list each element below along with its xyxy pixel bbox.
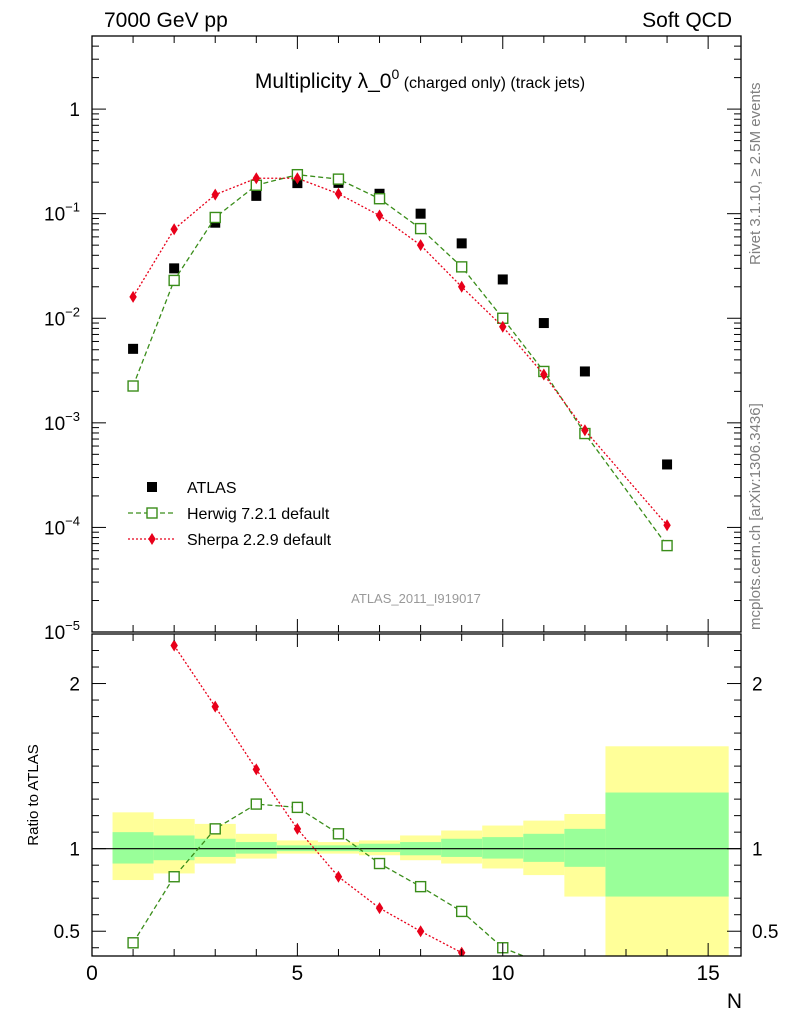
atlas-marker-9 — [497, 274, 508, 285]
herwig-marker-1 — [168, 274, 180, 287]
ratio-band-green-0 — [112, 832, 154, 864]
chart-title-suffix: (charged only) (track jets) — [399, 75, 585, 92]
sherpa-marker-9 — [499, 320, 507, 333]
ratio-tick-label-right-2: 2 — [752, 675, 763, 696]
ratio-tick-label-right-0: 0.5 — [752, 922, 778, 943]
ratio-band-green-9 — [482, 837, 524, 859]
legend-marker-sherpa — [148, 533, 156, 545]
ratio-sherpa-marker-3 — [293, 822, 302, 835]
ratio-tick-label-left-1: 1 — [69, 840, 80, 861]
ratio-band-green-10 — [523, 833, 565, 862]
ratio-tick-label-right-1: 1 — [752, 840, 763, 861]
y-tick-label-4: 10−1 — [44, 200, 80, 226]
legend-label-2: Sherpa 2.2.9 default — [187, 532, 332, 549]
x-tick-label-3: 15 — [696, 962, 719, 985]
main-series — [127, 168, 673, 552]
legend-label-0: ATLAS — [187, 480, 237, 497]
legend-marker-atlas — [147, 482, 157, 492]
ratio-sherpa-marker-6 — [416, 925, 425, 938]
sherpa-marker-3 — [252, 172, 261, 185]
x-axis-label: N — [727, 990, 742, 1013]
sherpa-marker-0 — [129, 290, 137, 303]
sherpa-marker-1 — [170, 223, 178, 236]
sherpa-marker-6 — [375, 209, 384, 222]
x-tick-label-1: 5 — [292, 962, 304, 985]
atlas-marker-7 — [415, 208, 426, 219]
ratio-herwig-marker-0 — [127, 937, 139, 949]
herwig-marker-8 — [455, 261, 468, 273]
y-tick-label-1: 10−4 — [44, 513, 80, 539]
ratio-tick-label-left-0: 0.5 — [54, 922, 80, 943]
ratio-bands — [92, 746, 741, 956]
chart-title: Multiplicity λ_00 (charged only) (track … — [255, 66, 585, 93]
axis-ticks: 0 5 10 15 10−5 10−4 10−3 10−2 10−1 1 0.5 0.5 1 1 2 2 — [44, 35, 778, 985]
atlas-marker-11 — [579, 366, 590, 377]
ratio-band-green-11 — [564, 828, 606, 867]
sherpa-marker-2 — [211, 188, 219, 201]
y-tick-label-2: 10−3 — [44, 409, 80, 435]
energy-label: 7000 GeV pp — [104, 9, 228, 32]
ratio-herwig-marker-8 — [455, 905, 468, 918]
ratio-sherpa-marker-2 — [252, 763, 261, 776]
herwig-marker-7 — [414, 222, 427, 235]
sherpa-marker-5 — [334, 187, 343, 200]
atlas-marker-12 — [662, 459, 673, 470]
mcplots-label: mcplots.cern.ch [arXiv:1306.3436] — [747, 403, 764, 630]
sherpa-marker-8 — [457, 280, 466, 293]
ratio-band-green-2 — [194, 838, 236, 857]
sherpa-marker-7 — [416, 239, 425, 252]
ratio-frame — [91, 633, 742, 957]
chart-title-superscript: 0 — [391, 66, 399, 82]
ratio-series-clipped — [127, 639, 526, 956]
atlas-marker-1 — [169, 263, 180, 274]
herwig-marker-0 — [127, 380, 139, 392]
ratio-sherpa-marker-4 — [334, 870, 343, 883]
atlas-marker-8 — [456, 238, 467, 249]
ratio-herwig-marker-6 — [373, 857, 386, 870]
ratio-line-1 — [173, 645, 462, 954]
category-label: Soft QCD — [642, 9, 732, 32]
y-tick-label-3: 10−2 — [44, 304, 80, 330]
ratio-band-green-3 — [235, 842, 277, 854]
sherpa-marker-12 — [663, 519, 671, 532]
herwig-marker-6 — [373, 193, 386, 205]
ratio-herwig-marker-1 — [168, 871, 180, 883]
watermark-label: ATLAS_2011_I919017 — [351, 591, 481, 606]
ratio-sherpa-marker-1 — [211, 700, 219, 713]
sherpa-marker-4 — [293, 172, 302, 185]
ratio-herwig-marker-7 — [414, 880, 427, 893]
sherpa-marker-10 — [540, 368, 548, 381]
legend-marker-herwig — [146, 507, 158, 519]
ratio-y-axis-label: Ratio to ATLAS — [25, 744, 42, 845]
ratio-herwig-marker-5 — [332, 828, 345, 840]
legend-label-1: Herwig 7.2.1 default — [187, 506, 330, 523]
y-tick-label-5: 1 — [69, 100, 80, 121]
ratio-band-green-8 — [441, 838, 483, 857]
ratio-herwig-marker-4 — [291, 801, 304, 814]
x-tick-label-0: 0 — [86, 962, 98, 985]
y-tick-label-0: 10−5 — [44, 618, 80, 644]
herwig-marker-12 — [661, 539, 673, 552]
atlas-marker-3 — [251, 190, 262, 201]
ratio-herwig-marker-2 — [209, 823, 221, 835]
rivet-label: Rivet 3.1.10, ≥ 2.5M events — [747, 83, 764, 266]
ratio-sherpa-marker-0 — [170, 639, 178, 652]
atlas-marker-0 — [128, 343, 139, 354]
ratio-series — [127, 639, 526, 956]
series-line-2 — [132, 177, 668, 526]
sherpa-marker-11 — [581, 424, 589, 437]
ratio-band-green-1 — [153, 835, 195, 861]
ratio-herwig-marker-3 — [250, 798, 263, 810]
ratio-line-0 — [132, 803, 526, 956]
atlas-marker-10 — [538, 318, 549, 329]
ratio-band-green-12 — [605, 792, 729, 897]
herwig-marker-2 — [209, 211, 221, 224]
legend: ATLAS Herwig 7.2.1 default Sherpa 2.2.9 de… — [128, 480, 332, 549]
ratio-tick-label-left-2: 2 — [69, 675, 80, 696]
ratio-sherpa-marker-5 — [375, 902, 384, 915]
x-tick-label-2: 10 — [491, 962, 514, 985]
herwig-marker-5 — [332, 173, 345, 185]
ratio-band-green-6 — [358, 843, 401, 852]
